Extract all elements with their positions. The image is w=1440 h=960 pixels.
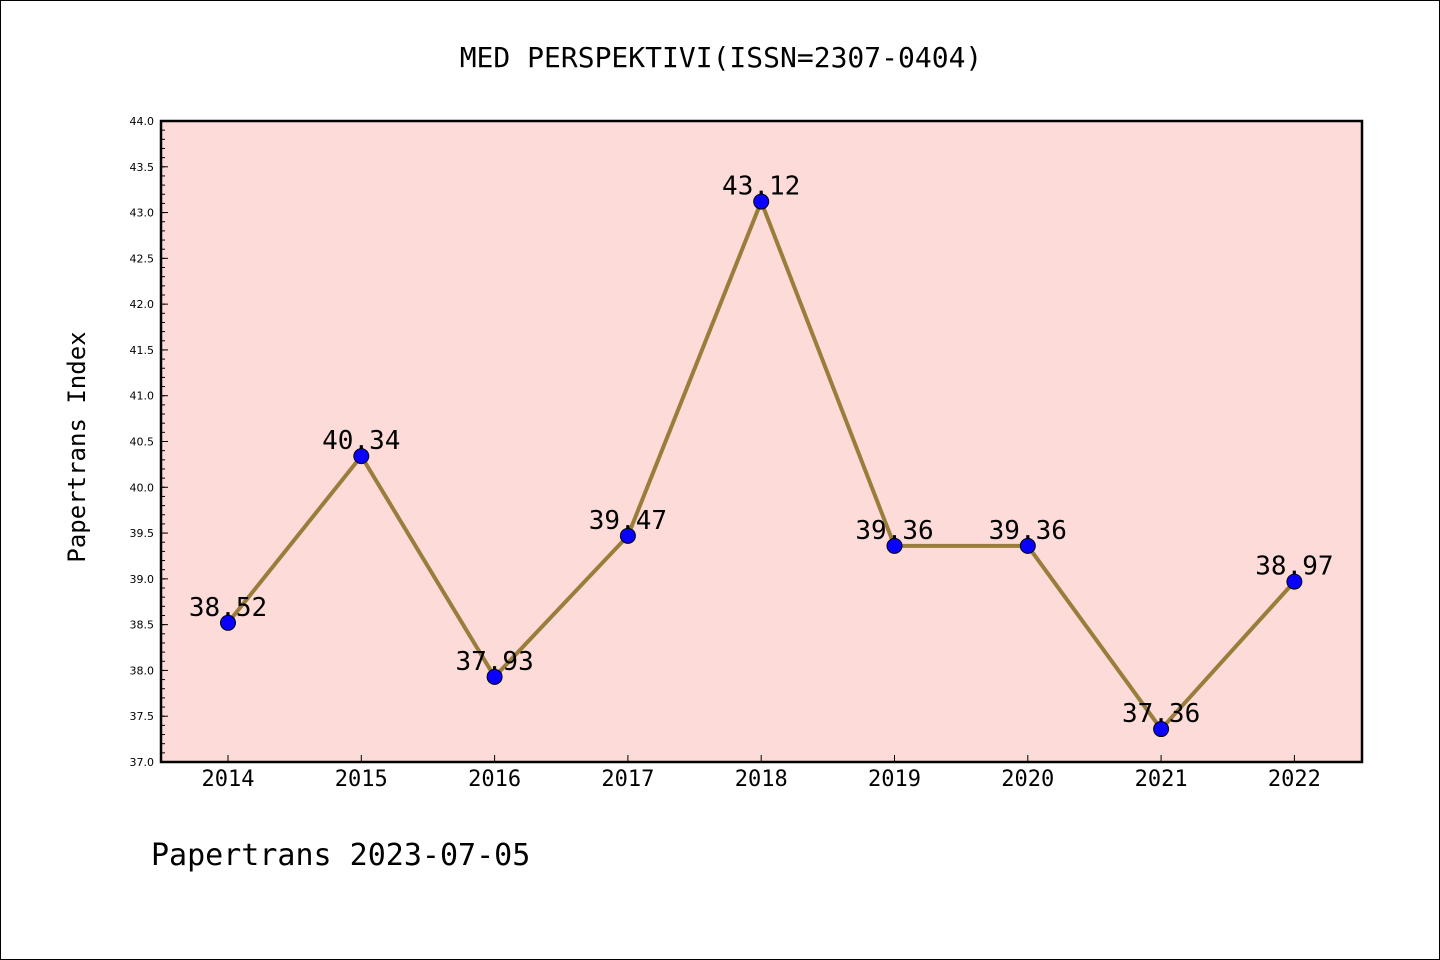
y-tick-label: 37.0 [130,756,155,769]
y-tick-label: 42.5 [130,252,155,265]
data-label: 37.93 [455,647,533,677]
data-label: 43.12 [722,172,800,202]
y-axis: 37.0 37.5 38.0 38.5 39.0 39.5 40.0 40.5 41.0 41.5… [130,115,168,769]
data-point [886,537,903,554]
y-tick-label: 41.0 [130,390,155,403]
y-tick-label: 39.5 [130,527,155,540]
data-point [1153,721,1170,738]
data-point [220,614,236,631]
footer-text: Papertrans 2023-07-05 [151,838,530,873]
y-axis-label: Papertrans Index [63,331,91,562]
y-tick-label: 44.0 [130,115,155,128]
y-tick-label: 38.0 [130,664,155,677]
data-label: 38.52 [189,593,267,623]
data-point [486,668,503,685]
series-layer: 38.52 40.34 37.93 39.47 43.12 39.36 39.36 37.36… [189,172,1334,738]
chart-title: MED PERSPEKTIVI(ISSN=2307-0404) [460,41,983,74]
data-label: 40.34 [322,426,400,456]
y-tick-label: 41.5 [130,344,155,357]
y-tick-label: 43.0 [130,207,155,220]
y-tick-label: 40.5 [130,436,155,449]
x-tick-label: 2021 [1135,767,1188,792]
data-label: 37.36 [1122,699,1200,729]
data-label: 39.36 [989,516,1067,546]
data-point [753,193,770,210]
data-label: 38.97 [1255,552,1333,582]
data-point [353,448,370,465]
x-tick-label: 2017 [601,767,654,792]
y-tick-label: 42.0 [130,298,155,311]
y-tick-label: 43.5 [130,161,155,174]
y-tick-label: 39.0 [130,573,155,586]
x-tick-label: 2015 [335,767,388,792]
x-tick-label: 2018 [735,767,788,792]
y-tick-label: 37.5 [130,710,155,723]
y-tick-label: 40.0 [130,481,155,494]
x-tick-label: 2022 [1268,767,1321,792]
x-tick-label: 2020 [1001,767,1054,792]
data-point [1286,573,1303,590]
x-tick-label: 2019 [868,767,921,792]
y-tick-label: 38.5 [130,619,155,632]
data-label: 39.36 [855,516,933,546]
x-tick-label: 2016 [468,767,521,792]
x-axis: 2014 2015 2016 2017 2018 2019 2020 2021 2022 [202,755,1321,792]
x-tick-label: 2014 [202,767,255,792]
data-point [619,527,636,544]
data-point [1019,537,1036,554]
plot-area [159,119,1364,764]
data-label: 39.47 [589,506,667,536]
